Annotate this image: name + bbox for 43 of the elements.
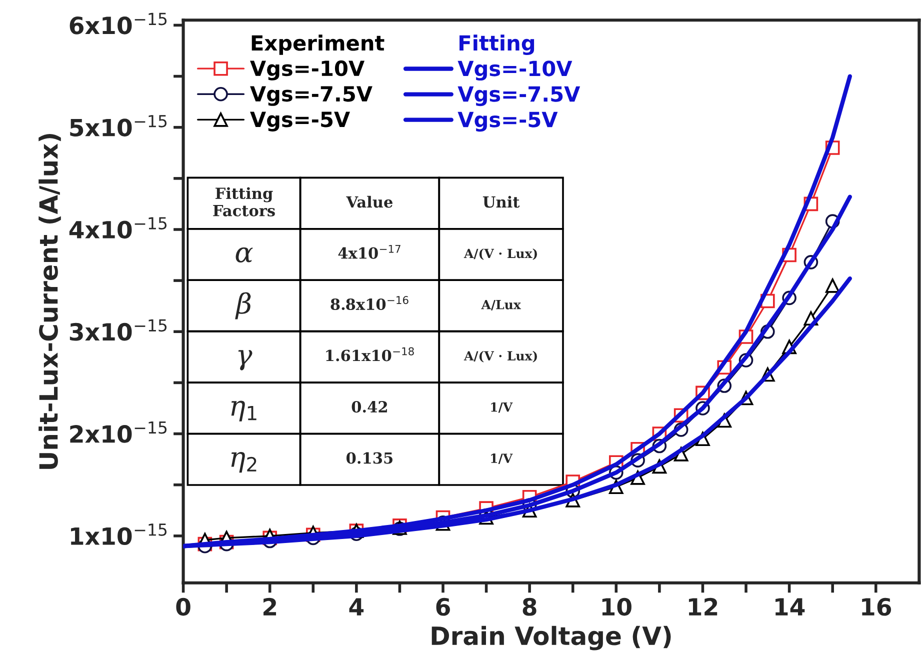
annotation: 8.8x10$^{−16}$ — [330, 296, 408, 310]
annotation: 1/V — [491, 402, 513, 413]
annotation: 4x10$^{−17}$ — [338, 244, 400, 259]
annotation: 0.42 — [352, 401, 387, 413]
annotation: γ — [238, 350, 252, 370]
annotation: A/Lux — [481, 300, 521, 310]
y-tick-label: 3x10$^{−15}$ — [70, 319, 167, 341]
annotation: Unit — [482, 196, 520, 208]
annotation: Fitting Factors — [213, 187, 275, 216]
annotation: A/(V · Lux) — [464, 350, 537, 362]
y-axis-title: Unit-Lux-Current (A/lux) — [38, 134, 61, 469]
annotation: 0.135 — [346, 452, 392, 464]
x-axis-title: Drain Voltage (V) — [432, 626, 671, 650]
x-tick-label: 16 — [862, 598, 892, 616]
annotation: A/(V · Lux) — [464, 248, 537, 260]
x-tick-label: 14 — [776, 598, 805, 616]
y-tick-label: 6x10$^{−15}$ — [70, 12, 167, 34]
y-tick-label: 5x10$^{−15}$ — [70, 115, 167, 136]
y-tick-label: 4x10$^{−15}$ — [69, 217, 167, 239]
annotation: 1/V — [491, 454, 513, 464]
annotation: Experiment — [252, 34, 384, 55]
x-tick-label: 4 — [349, 598, 364, 616]
legend-label: Vgs=-10V — [458, 60, 572, 81]
x-tick-label: 8 — [522, 598, 536, 616]
annotation: Value — [346, 196, 393, 208]
x-tick-label: 12 — [688, 598, 718, 616]
annotation: η$_{2}$ — [231, 452, 256, 473]
y-tick-label: 1x10$^{−15}$ — [71, 524, 167, 546]
x-tick-label: 0 — [176, 598, 190, 616]
legend-label: Vgs=-7.5V — [458, 86, 580, 106]
legend-label: Vgs=-5V — [250, 112, 350, 132]
annotation: Fitting — [460, 34, 534, 56]
legend-label: Vgs=-7.5V — [250, 86, 372, 106]
y-tick-label: 2x10$^{−15}$ — [70, 421, 167, 443]
annotation: β — [235, 292, 251, 320]
x-tick-label: 10 — [602, 598, 632, 616]
annotation: 1.61x10$^{−18}$ — [326, 347, 414, 362]
annotation: α — [236, 247, 253, 263]
legend-label: Vgs=-5V — [458, 112, 558, 132]
legend-label: Vgs=-10V — [250, 60, 364, 80]
x-tick-label: 2 — [264, 598, 276, 616]
x-tick-label: 6 — [436, 598, 450, 616]
annotation: η$_{1}$ — [231, 400, 256, 422]
